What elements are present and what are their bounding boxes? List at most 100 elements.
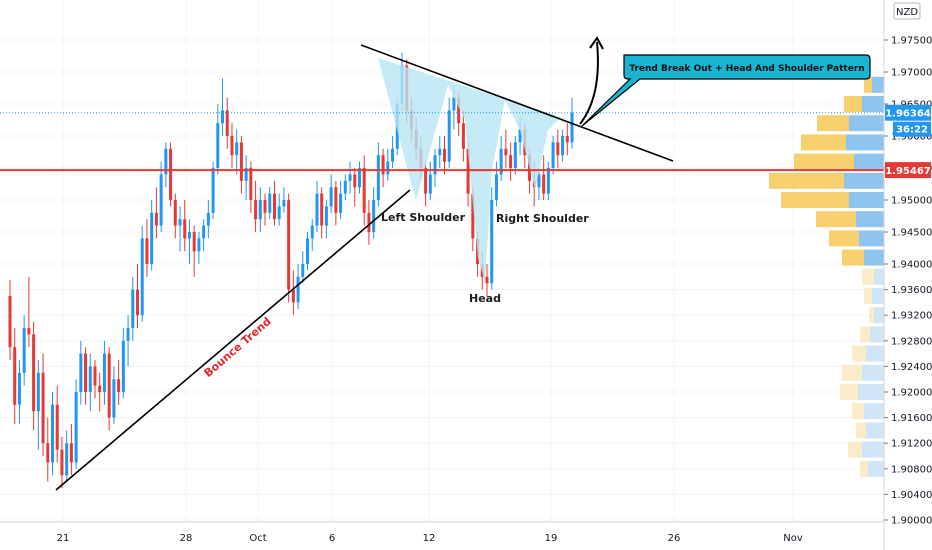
- candle-body[interactable]: [225, 110, 229, 136]
- candle-body[interactable]: [102, 353, 106, 392]
- candle-body[interactable]: [159, 174, 163, 226]
- candle-body[interactable]: [17, 372, 21, 405]
- candle-body[interactable]: [8, 296, 12, 348]
- candle-body[interactable]: [551, 142, 555, 168]
- candle-body[interactable]: [79, 353, 83, 392]
- candle-body[interactable]: [88, 366, 92, 392]
- candle-body[interactable]: [353, 174, 357, 188]
- candle-body[interactable]: [235, 142, 239, 156]
- candle-body[interactable]: [546, 168, 550, 194]
- candle-body[interactable]: [291, 289, 295, 303]
- candle-body[interactable]: [221, 110, 225, 124]
- candle-body[interactable]: [74, 392, 78, 463]
- candle-body[interactable]: [471, 193, 475, 239]
- candle-body[interactable]: [164, 148, 168, 175]
- candle-body[interactable]: [46, 443, 50, 463]
- candle-body[interactable]: [202, 225, 206, 239]
- candle-body[interactable]: [542, 174, 546, 194]
- candle-body[interactable]: [254, 200, 258, 220]
- candle-body[interactable]: [145, 238, 149, 264]
- candle-body[interactable]: [570, 112, 574, 143]
- candle-body[interactable]: [301, 264, 305, 277]
- candle-body[interactable]: [504, 148, 508, 156]
- candle-body[interactable]: [211, 168, 215, 213]
- candle-body[interactable]: [112, 379, 116, 418]
- candle-body[interactable]: [490, 200, 494, 284]
- candle-body[interactable]: [320, 193, 324, 226]
- candle-body[interactable]: [121, 340, 125, 392]
- candle-body[interactable]: [249, 168, 253, 200]
- candle-body[interactable]: [126, 328, 130, 341]
- candle-body[interactable]: [494, 174, 498, 200]
- candle-body[interactable]: [442, 148, 446, 162]
- candle-body[interactable]: [230, 136, 234, 156]
- candle-body[interactable]: [287, 200, 291, 290]
- candle-body[interactable]: [263, 200, 267, 213]
- candle-body[interactable]: [315, 193, 319, 226]
- candle-body[interactable]: [277, 206, 281, 220]
- candle-body[interactable]: [518, 129, 522, 143]
- candle-body[interactable]: [169, 148, 173, 200]
- candle-body[interactable]: [98, 385, 102, 392]
- candle-body[interactable]: [51, 404, 55, 463]
- candle-body[interactable]: [527, 155, 531, 181]
- candle-body[interactable]: [69, 443, 73, 463]
- candle-body[interactable]: [140, 238, 144, 316]
- candle-body[interactable]: [268, 193, 272, 213]
- candle-body[interactable]: [13, 347, 17, 405]
- candle-body[interactable]: [509, 155, 513, 168]
- candle-body[interactable]: [386, 161, 390, 175]
- candle-body[interactable]: [22, 328, 26, 373]
- candle-body[interactable]: [183, 219, 187, 239]
- candle-body[interactable]: [310, 225, 314, 239]
- candle-body[interactable]: [372, 200, 376, 232]
- candle-body[interactable]: [428, 174, 432, 194]
- candle-body[interactable]: [239, 142, 243, 181]
- candle-body[interactable]: [343, 180, 347, 194]
- candle-body[interactable]: [93, 366, 97, 386]
- candle-body[interactable]: [258, 200, 262, 220]
- candle-body[interactable]: [438, 148, 442, 156]
- candle-body[interactable]: [206, 212, 210, 226]
- candle-body[interactable]: [565, 136, 569, 143]
- candle-body[interactable]: [55, 404, 59, 450]
- candle-body[interactable]: [367, 212, 371, 232]
- candle-body[interactable]: [178, 219, 182, 226]
- candle-body[interactable]: [154, 212, 158, 226]
- candle-body[interactable]: [282, 200, 286, 207]
- candle-body[interactable]: [107, 353, 111, 418]
- candle-body[interactable]: [60, 449, 64, 476]
- candle-body[interactable]: [513, 142, 517, 168]
- candle-body[interactable]: [362, 168, 366, 213]
- candle-body[interactable]: [556, 142, 560, 156]
- candle-body[interactable]: [296, 276, 300, 303]
- candle-body[interactable]: [136, 289, 140, 316]
- candle-body[interactable]: [197, 238, 201, 252]
- candle-body[interactable]: [391, 148, 395, 162]
- candle-body[interactable]: [447, 110, 451, 162]
- candle-body[interactable]: [457, 97, 461, 124]
- candle-body[interactable]: [324, 206, 328, 226]
- candle-body[interactable]: [461, 123, 465, 149]
- currency-badge[interactable]: [893, 2, 921, 20]
- candle-body[interactable]: [36, 372, 40, 412]
- candle-body[interactable]: [452, 97, 456, 111]
- candles[interactable]: [8, 52, 574, 488]
- candle-body[interactable]: [27, 328, 31, 335]
- candle-body[interactable]: [433, 155, 437, 175]
- candle-body[interactable]: [561, 136, 565, 156]
- candle-body[interactable]: [187, 232, 191, 239]
- candle-body[interactable]: [41, 372, 45, 444]
- candle-body[interactable]: [424, 168, 428, 194]
- candle-body[interactable]: [376, 155, 380, 200]
- candle-body[interactable]: [84, 353, 88, 392]
- candle-body[interactable]: [381, 155, 385, 175]
- candle-body[interactable]: [117, 379, 121, 392]
- candle-body[interactable]: [329, 187, 333, 207]
- candle-body[interactable]: [131, 289, 135, 328]
- candle-body[interactable]: [192, 232, 196, 252]
- candle-body[interactable]: [244, 168, 248, 181]
- candle-body[interactable]: [485, 276, 489, 284]
